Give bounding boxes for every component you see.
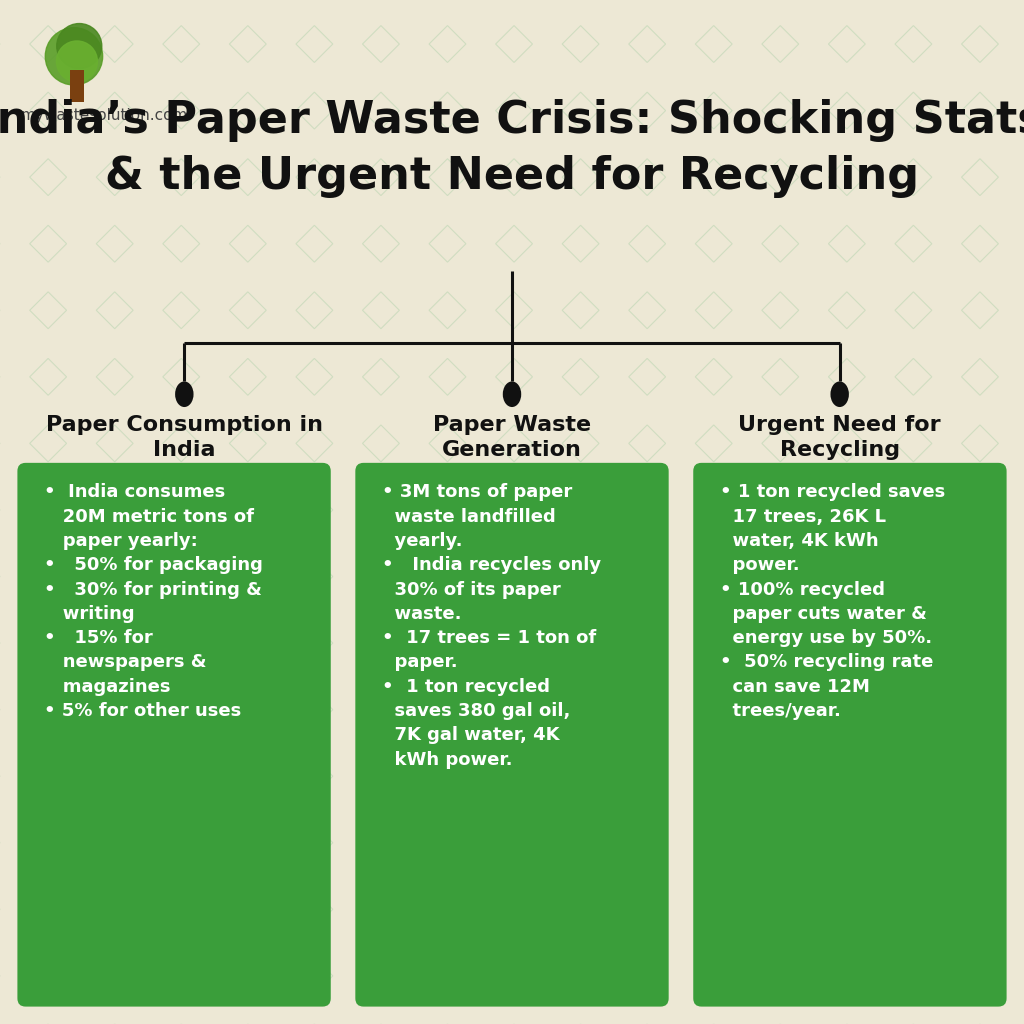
FancyBboxPatch shape bbox=[355, 463, 669, 1007]
Text: • 1 ton recycled saves
  17 trees, 26K L
  water, 4K kWh
  power.
• 100% recycle: • 1 ton recycled saves 17 trees, 26K L w… bbox=[720, 483, 945, 720]
FancyBboxPatch shape bbox=[693, 463, 1007, 1007]
Circle shape bbox=[48, 28, 105, 85]
Ellipse shape bbox=[830, 382, 849, 407]
Text: India’s Paper Waste Crisis: Shocking Stats
& the Urgent Need for Recycling: India’s Paper Waste Crisis: Shocking Sta… bbox=[0, 98, 1024, 199]
FancyBboxPatch shape bbox=[70, 70, 84, 102]
Text: •  India consumes
   20M metric tons of
   paper yearly:
•   50% for packaging
•: • India consumes 20M metric tons of pape… bbox=[44, 483, 263, 720]
Text: Paper Consumption in
India: Paper Consumption in India bbox=[46, 415, 323, 461]
FancyBboxPatch shape bbox=[17, 463, 331, 1007]
Text: mywastesolution.com: mywastesolution.com bbox=[20, 108, 187, 123]
Text: Urgent Need for
Recycling: Urgent Need for Recycling bbox=[738, 415, 941, 461]
Ellipse shape bbox=[503, 382, 521, 407]
Text: • 3M tons of paper
  waste landfilled
  yearly.
•   India recycles only
  30% of: • 3M tons of paper waste landfilled year… bbox=[382, 483, 601, 769]
Text: Paper Waste
Generation: Paper Waste Generation bbox=[433, 415, 591, 461]
Ellipse shape bbox=[175, 382, 194, 407]
Circle shape bbox=[52, 41, 93, 82]
Circle shape bbox=[51, 24, 96, 69]
